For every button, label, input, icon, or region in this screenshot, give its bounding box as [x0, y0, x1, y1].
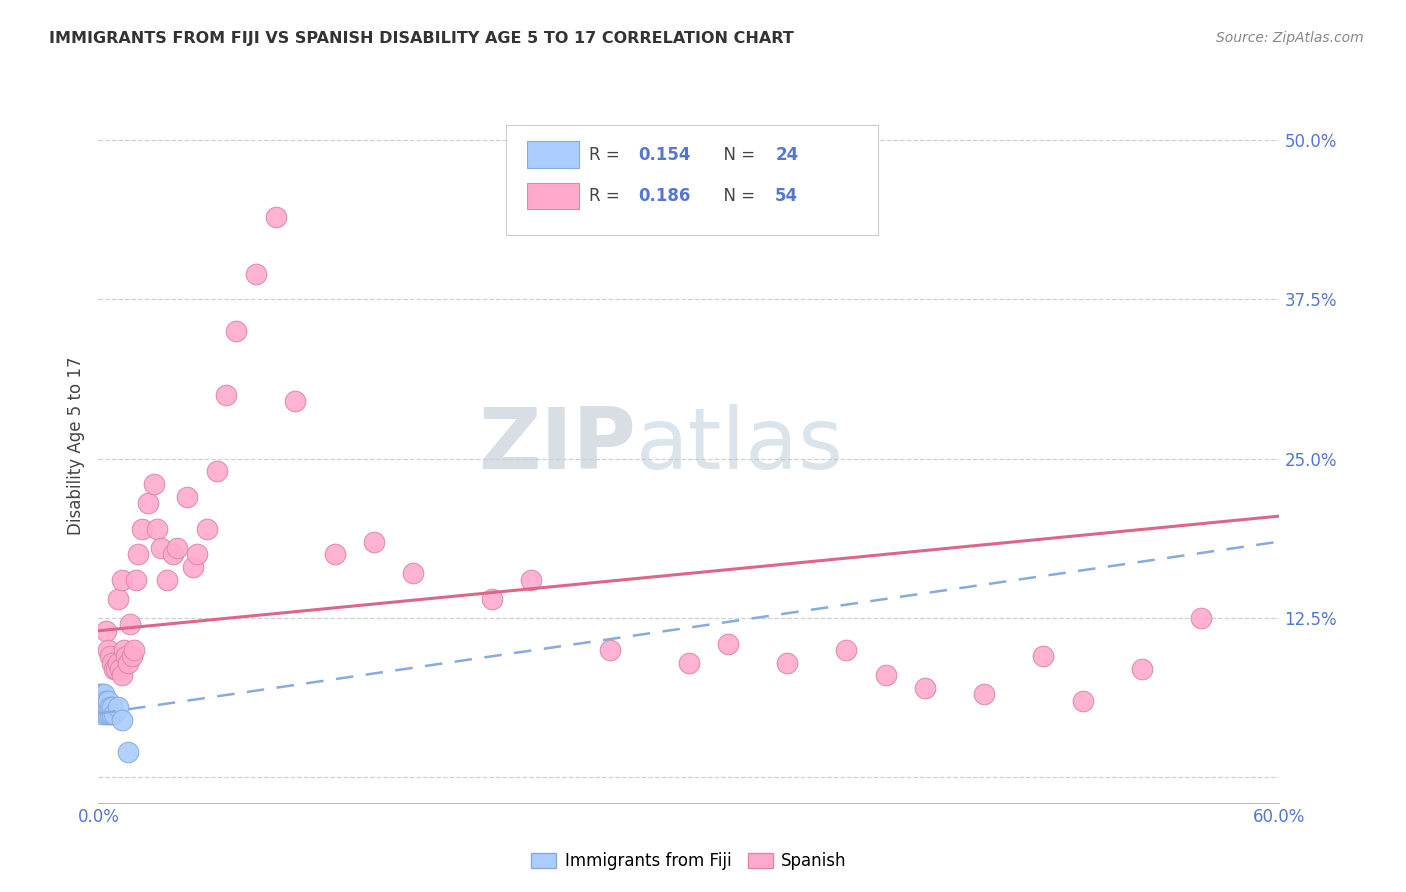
Point	[127, 547, 149, 561]
Text: IMMIGRANTS FROM FIJI VS SPANISH DISABILITY AGE 5 TO 17 CORRELATION CHART: IMMIGRANTS FROM FIJI VS SPANISH DISABILI…	[49, 31, 794, 46]
Point	[146, 522, 169, 536]
Point	[678, 656, 700, 670]
Point	[91, 694, 114, 708]
Point	[186, 547, 208, 561]
Text: R =: R =	[589, 187, 624, 205]
Text: Source: ZipAtlas.com: Source: ZipAtlas.com	[1216, 31, 1364, 45]
Point	[96, 700, 118, 714]
Point	[97, 700, 120, 714]
Point	[101, 700, 124, 714]
Point	[131, 522, 153, 536]
Point	[107, 656, 129, 670]
Point	[162, 547, 184, 561]
Point	[93, 694, 115, 708]
Point	[112, 643, 135, 657]
Point	[776, 656, 799, 670]
Point	[98, 649, 121, 664]
Text: N =: N =	[713, 146, 759, 164]
Text: atlas: atlas	[636, 404, 844, 488]
Point	[225, 324, 247, 338]
Point	[1071, 694, 1094, 708]
Point	[150, 541, 173, 555]
Point	[166, 541, 188, 555]
Y-axis label: Disability Age 5 to 17: Disability Age 5 to 17	[66, 357, 84, 535]
Point	[107, 700, 129, 714]
Point	[118, 617, 141, 632]
Point	[142, 477, 165, 491]
Text: N =: N =	[713, 187, 759, 205]
FancyBboxPatch shape	[527, 141, 579, 168]
Point	[93, 688, 115, 702]
Point	[96, 694, 118, 708]
Point	[835, 643, 858, 657]
Point	[96, 706, 118, 721]
Point	[97, 694, 120, 708]
Point	[156, 573, 179, 587]
Point	[101, 656, 124, 670]
Point	[181, 560, 204, 574]
Point	[264, 210, 287, 224]
FancyBboxPatch shape	[506, 125, 877, 235]
Point	[205, 465, 228, 479]
Point	[107, 591, 129, 606]
Point	[914, 681, 936, 695]
Point	[875, 668, 897, 682]
Point	[117, 656, 139, 670]
Point	[284, 394, 307, 409]
Point	[91, 688, 114, 702]
Point	[717, 636, 740, 650]
Point	[136, 496, 159, 510]
Point	[89, 688, 111, 702]
Point	[97, 643, 120, 657]
Point	[89, 700, 111, 714]
Point	[195, 522, 218, 536]
Point	[89, 694, 111, 708]
Text: 54: 54	[775, 187, 799, 205]
Point	[108, 662, 131, 676]
Point	[98, 706, 121, 721]
Point	[599, 643, 621, 657]
Point	[93, 700, 115, 714]
Point	[98, 700, 121, 714]
FancyBboxPatch shape	[527, 183, 579, 209]
Point	[96, 624, 118, 638]
Point	[103, 706, 125, 721]
Legend: Immigrants from Fiji, Spanish: Immigrants from Fiji, Spanish	[524, 846, 853, 877]
Point	[115, 649, 138, 664]
Point	[215, 388, 238, 402]
Point	[91, 706, 114, 721]
Text: 0.154: 0.154	[638, 146, 690, 164]
Point	[1130, 662, 1153, 676]
Point	[111, 573, 134, 587]
Point	[520, 573, 543, 587]
Point	[363, 534, 385, 549]
Text: ZIP: ZIP	[478, 404, 636, 488]
Text: 24: 24	[775, 146, 799, 164]
Point	[973, 688, 995, 702]
Text: 0.186: 0.186	[638, 187, 690, 205]
Text: R =: R =	[589, 146, 624, 164]
Point	[1032, 649, 1054, 664]
Point	[101, 706, 124, 721]
Point	[121, 649, 143, 664]
Point	[122, 643, 145, 657]
Point	[91, 700, 114, 714]
Point	[245, 267, 267, 281]
Point	[111, 713, 134, 727]
Point	[111, 668, 134, 682]
Point	[481, 591, 503, 606]
Point	[97, 706, 120, 721]
Point	[176, 490, 198, 504]
Point	[125, 573, 148, 587]
Point	[1189, 611, 1212, 625]
Point	[105, 662, 128, 676]
Point	[117, 745, 139, 759]
Point	[103, 662, 125, 676]
Point	[323, 547, 346, 561]
Point	[402, 566, 425, 581]
